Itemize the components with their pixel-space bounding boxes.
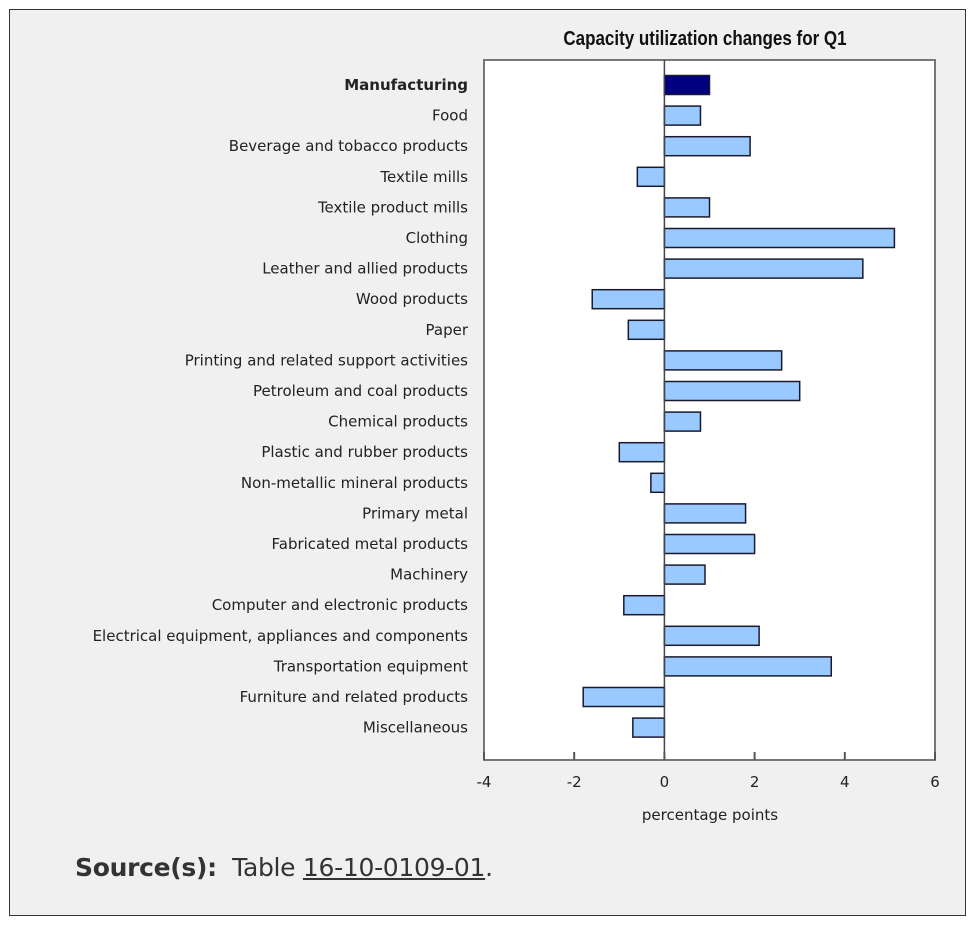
category-label: Paper	[426, 321, 469, 339]
category-label: Printing and related support activities	[185, 351, 468, 369]
category-label: Fabricated metal products	[272, 535, 469, 553]
category-label: Textile mills	[379, 168, 468, 186]
category-label: Clothing	[406, 229, 468, 247]
bar-10	[663, 380, 801, 402]
bar-7	[591, 288, 666, 310]
category-label: Chemical products	[328, 413, 468, 431]
bar-2	[663, 135, 751, 157]
bar-12	[618, 441, 666, 463]
category-label: Petroleum and coal products	[253, 382, 468, 400]
category-label: Non-metallic mineral products	[241, 474, 468, 492]
category-label: Textile product mills	[317, 198, 468, 216]
bar-15	[663, 533, 756, 555]
category-label: Miscellaneous	[363, 719, 468, 737]
source-prefix: Table	[232, 853, 296, 882]
x-axis-label: percentage points	[642, 806, 778, 824]
x-tick-label: -4	[477, 773, 492, 791]
bar-8	[627, 319, 666, 341]
bar-6	[663, 258, 864, 279]
x-tick-label: 0	[660, 773, 670, 791]
bar-11	[663, 411, 702, 432]
category-label: Wood products	[356, 290, 468, 308]
bar-3	[636, 166, 666, 188]
category-label: Computer and electronic products	[212, 596, 468, 614]
x-tick-label: -2	[567, 773, 582, 791]
bar-18	[663, 625, 760, 647]
bar-4	[663, 197, 711, 218]
bar-19	[663, 656, 833, 677]
source-table-link[interactable]: 16-10-0109-01	[302, 853, 486, 882]
bar-1	[663, 105, 702, 126]
category-label: Plastic and rubber products	[261, 443, 468, 461]
plot-area	[483, 59, 936, 761]
chart-title: Capacity utilization changes for Q1	[563, 27, 846, 50]
bar-21	[632, 717, 666, 738]
category-label: Furniture and related products	[240, 688, 469, 706]
bar-5	[663, 227, 896, 249]
x-tick-label: 4	[840, 773, 850, 791]
bar-13	[650, 472, 666, 494]
bar-20	[582, 686, 666, 708]
bar-9	[663, 350, 783, 371]
category-label: Transportation equipment	[273, 657, 468, 675]
category-label: Primary metal	[362, 504, 468, 522]
bar-14	[663, 503, 747, 524]
bar-17	[623, 594, 666, 616]
category-label: Beverage and tobacco products	[229, 137, 468, 155]
bar-0	[663, 74, 711, 96]
category-label: Electrical equipment, appliances and com…	[93, 627, 469, 645]
bar-16	[663, 564, 706, 585]
category-label: Food	[432, 107, 468, 125]
source-suffix: .	[485, 853, 493, 882]
x-tick-label: 2	[750, 773, 760, 791]
x-tick-label: 6	[930, 773, 940, 791]
source-label: Source(s):	[75, 853, 217, 882]
category-label: Machinery	[390, 566, 468, 584]
source-note: Source(s): Table 16-10-0109-01.	[75, 853, 493, 882]
category-label: Manufacturing	[344, 76, 468, 94]
category-label: Leather and allied products	[262, 260, 468, 278]
